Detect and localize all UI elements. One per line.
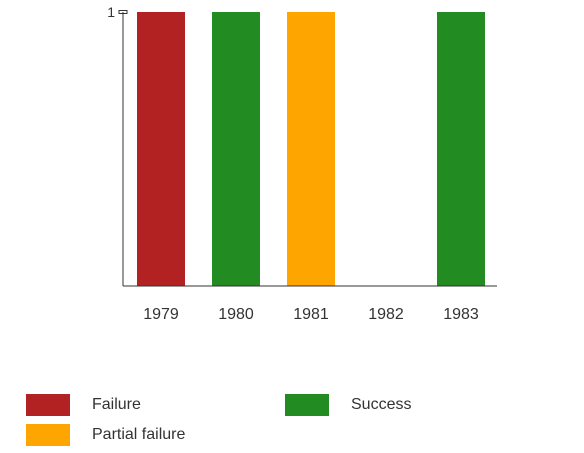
x-ticks-group: 1979 1980 1981 1982 1983 <box>143 306 479 323</box>
x-tick-label-1983: 1983 <box>443 306 479 323</box>
bar-1983-success <box>437 12 485 286</box>
x-tick-label-1979: 1979 <box>143 306 179 323</box>
bar-1980-success <box>212 12 260 286</box>
bar-1981-partial-failure <box>287 12 335 286</box>
y-tick-label-1: 1 <box>107 4 115 20</box>
x-tick-label-1981: 1981 <box>293 306 329 323</box>
bar-1979-failure <box>137 12 185 286</box>
x-tick-label-1980: 1980 <box>218 306 254 323</box>
x-tick-label-1982: 1982 <box>368 306 404 323</box>
bars-group <box>137 12 485 286</box>
y-ticks-group: 1 <box>107 4 128 20</box>
y-tick-mark-1 <box>118 10 128 14</box>
